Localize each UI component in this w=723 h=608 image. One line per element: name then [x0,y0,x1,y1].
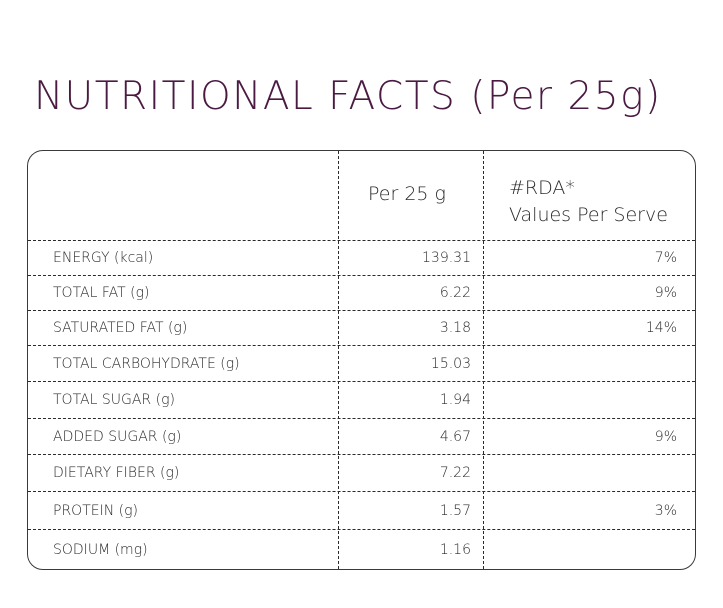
nutrient-name: TOTAL SUGAR (g) [53,392,175,408]
rda-header: #RDA* Values Per Serve [509,175,668,229]
table-row: ADDED SUGAR (g) 4.67 9% [28,419,695,455]
per-25g-header: Per 25 g [368,183,446,205]
nutrient-rda: 9% [654,428,677,445]
table-row: PROTEIN (g) 1.57 3% [28,492,695,530]
column-divider [338,151,339,569]
nutrient-value: 15.03 [430,355,471,372]
table-header-row: Per 25 g #RDA* Values Per Serve [28,151,695,241]
nutrient-rda: 7% [654,250,677,266]
table-row: SATURATED FAT (g) 3.18 14% [28,311,695,346]
table-row: TOTAL SUGAR (g) 1.94 [28,382,695,419]
nutrient-value: 139.31 [422,250,471,266]
nutrition-table: Per 25 g #RDA* Values Per Serve ENERGY (… [27,150,696,570]
page-title: NUTRITIONAL FACTS (Per 25g) [34,74,662,119]
table-row: TOTAL CARBOHYDRATE (g) 15.03 [28,346,695,382]
nutrient-rda: 3% [654,502,677,519]
nutrient-value: 4.67 [439,428,471,445]
nutrient-value: 1.57 [439,502,471,519]
rda-header-line1: #RDA* [509,177,575,199]
column-divider [483,151,484,569]
nutrient-value: 3.18 [439,320,471,336]
nutrient-value: 1.94 [439,392,471,408]
nutrient-name: SATURATED FAT (g) [53,320,188,336]
nutrient-name: ADDED SUGAR (g) [53,428,182,445]
nutrient-name: DIETARY FIBER (g) [53,465,180,481]
nutrient-name: TOTAL FAT (g) [53,285,150,301]
nutrient-name: SODIUM (mg) [53,541,148,558]
nutrient-rda: 9% [654,285,677,301]
table-row: TOTAL FAT (g) 6.22 9% [28,276,695,311]
nutrient-value: 7.22 [439,465,471,481]
nutrient-rda: 14% [645,320,677,336]
nutrient-name: ENERGY (kcal) [53,250,154,266]
nutrient-name: PROTEIN (g) [53,502,138,519]
rda-header-line2: Values Per Serve [509,204,668,226]
nutrient-value: 6.22 [439,285,471,301]
table-row: SODIUM (mg) 1.16 [28,530,695,569]
table-row: DIETARY FIBER (g) 7.22 [28,455,695,492]
table-row: ENERGY (kcal) 139.31 7% [28,241,695,276]
nutrient-name: TOTAL CARBOHYDRATE (g) [53,355,240,372]
nutrient-value: 1.16 [439,541,471,558]
